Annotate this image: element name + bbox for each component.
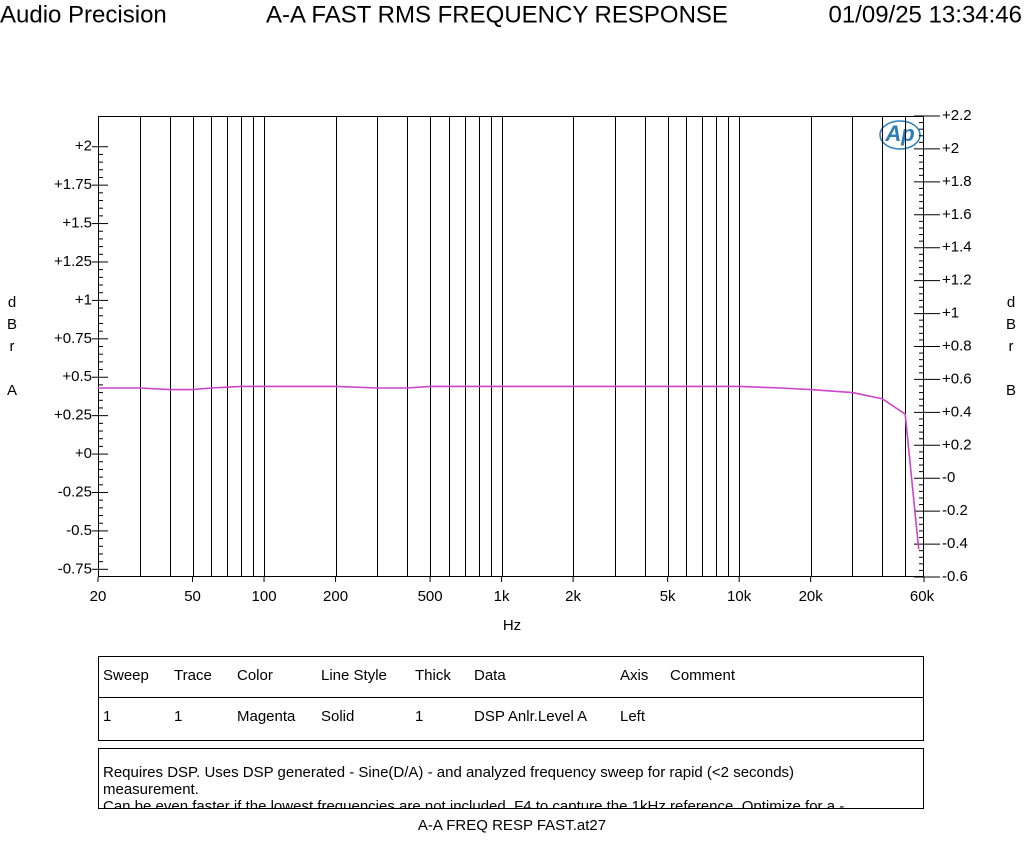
x-tick-label: 60k [910,588,935,605]
table-header-cell: Trace [174,667,212,684]
y-tick-label: +1.25 [54,253,92,270]
y2-tick-label: -0.6 [942,568,968,585]
y2-tick-label: +0.6 [942,370,972,387]
logo: Ap [884,121,914,146]
table-cell: 1 [415,708,423,725]
table-header-cell: Axis [620,667,648,684]
table-cell: Magenta [237,708,296,725]
logo-ring [879,120,921,150]
notes-frame [98,748,924,809]
table-cell: Solid [321,708,354,725]
y-tick-label: +1.5 [62,215,92,232]
y2-tick-label: +1.8 [942,173,972,190]
x-axis-label: Hz [503,617,521,634]
table-header-cell: Sweep [103,667,149,684]
footer: A-A FREQ RESP FAST.at27 [418,817,606,834]
y2-tick-label: +0.8 [942,337,972,354]
y2-tick-label: +1.2 [942,272,972,289]
table-header-cell: Data [474,667,506,684]
note: Requires DSP. Uses DSP generated - Sine(… [103,764,794,781]
x-tick-label: 10k [727,588,752,605]
table-cell: 1 [103,708,111,725]
table-header-cell: Line Style [321,667,387,684]
y2-tick-label: +0.4 [942,403,972,420]
table-frame [98,656,924,741]
y-tick-label: +0.75 [54,330,92,347]
y2-tick-label: +1 [942,305,959,322]
y2-tick-label: +2 [942,140,959,157]
y2-tick-label: -0.2 [942,502,968,519]
x-tick-label: 50 [184,588,201,605]
x-tick-label: 20 [90,588,107,605]
table-cell: DSP Anlr.Level A [474,708,587,725]
table-header-cell: Comment [670,667,736,684]
x-tick-label: 100 [252,588,277,605]
y-tick-label: -0.25 [58,483,92,500]
y-tick-label: -0.5 [66,522,92,539]
plot-frame [98,116,924,577]
y-tick-label: +1.75 [54,176,92,193]
y2-tick-label: +1.6 [942,206,972,223]
chart-title: A-A FAST RMS FREQUENCY RESPONSE [266,1,728,28]
x-tick-label: 5k [660,588,676,605]
table-cell: 1 [174,708,182,725]
note: measurement. [103,781,199,798]
table-cell: Left [620,708,646,725]
notes-clip: Requires DSP. Uses DSP generated - Sine(… [103,764,844,815]
y-tick-label: +0.5 [62,368,92,385]
y-tick-label: +0 [75,445,92,462]
y-tick-label: +1 [75,291,92,308]
timestamp: 01/09/25 13:34:46 [828,1,1022,28]
y2-tick-label: +1.4 [942,239,972,256]
y2-tick-label: -0.4 [942,535,968,552]
y-tick-label: -0.75 [58,560,92,577]
series-line [98,385,920,550]
note: Can be even faster if the lowest frequen… [103,798,844,815]
x-tick-label: 500 [418,588,443,605]
y-tick-label: +2 [75,138,92,155]
x-tick-label: 20k [799,588,824,605]
y2-tick-label: +2.2 [942,107,972,124]
x-tick-label: 2k [565,588,581,605]
brand: Audio Precision [0,1,167,28]
y-tick-label: +0.25 [54,407,92,424]
table-header-cell: Thick [415,667,451,684]
x-tick-label: 200 [323,588,348,605]
table-header-cell: Color [237,667,273,684]
y2-tick-label: +0.2 [942,436,972,453]
y2-tick-label: -0 [942,469,955,486]
x-tick-label: 1k [494,588,510,605]
